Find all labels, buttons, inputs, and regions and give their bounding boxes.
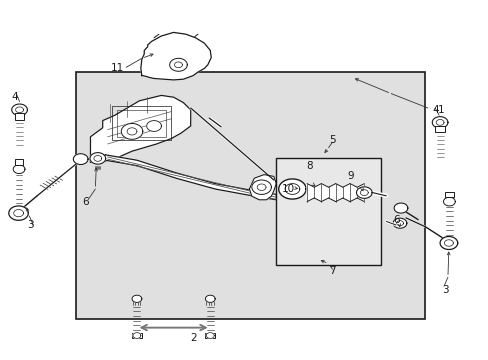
Text: 8: 8 — [305, 161, 312, 171]
Polygon shape — [14, 210, 23, 217]
Polygon shape — [146, 121, 161, 131]
Polygon shape — [133, 333, 141, 338]
Polygon shape — [251, 180, 271, 194]
Bar — [132, 333, 142, 338]
Polygon shape — [257, 184, 265, 190]
Text: 2: 2 — [189, 333, 196, 343]
Polygon shape — [439, 237, 457, 249]
Polygon shape — [392, 218, 406, 228]
Polygon shape — [141, 32, 211, 80]
Bar — [15, 113, 24, 120]
Polygon shape — [90, 153, 105, 164]
Polygon shape — [127, 128, 137, 135]
Text: 5: 5 — [328, 135, 335, 145]
Polygon shape — [9, 206, 28, 220]
Polygon shape — [205, 295, 215, 302]
Bar — [117, 110, 166, 137]
Polygon shape — [12, 104, 27, 116]
Text: 4: 4 — [11, 92, 18, 102]
Polygon shape — [278, 179, 305, 199]
Bar — [112, 106, 171, 140]
Text: 7: 7 — [328, 266, 335, 276]
Bar — [276, 158, 381, 265]
Bar — [205, 333, 215, 338]
Text: 11: 11 — [110, 63, 123, 73]
Bar — [76, 72, 425, 319]
Polygon shape — [73, 154, 88, 165]
Text: 6: 6 — [82, 197, 89, 207]
Polygon shape — [443, 197, 454, 206]
Polygon shape — [132, 295, 142, 302]
Text: 4: 4 — [432, 105, 439, 115]
Bar — [444, 192, 453, 197]
Text: 3: 3 — [27, 220, 34, 230]
Bar — [15, 159, 23, 165]
Polygon shape — [431, 117, 447, 128]
Polygon shape — [356, 187, 371, 198]
Polygon shape — [105, 155, 276, 200]
Text: 10: 10 — [282, 184, 294, 194]
Text: 1: 1 — [437, 105, 444, 115]
Text: 3: 3 — [442, 285, 448, 295]
Polygon shape — [249, 175, 276, 200]
Polygon shape — [206, 333, 214, 338]
Polygon shape — [16, 107, 23, 113]
Text: 6: 6 — [392, 215, 399, 225]
Polygon shape — [174, 62, 182, 68]
Polygon shape — [396, 221, 403, 226]
Polygon shape — [360, 190, 367, 195]
Polygon shape — [121, 123, 142, 139]
Polygon shape — [169, 58, 187, 71]
Polygon shape — [444, 240, 452, 246]
Bar — [434, 126, 444, 132]
Polygon shape — [306, 184, 364, 202]
Polygon shape — [94, 156, 102, 161]
Polygon shape — [435, 120, 443, 125]
Polygon shape — [285, 184, 299, 194]
Polygon shape — [90, 95, 190, 164]
Text: 9: 9 — [347, 171, 354, 181]
Polygon shape — [393, 203, 407, 213]
Polygon shape — [13, 165, 25, 174]
